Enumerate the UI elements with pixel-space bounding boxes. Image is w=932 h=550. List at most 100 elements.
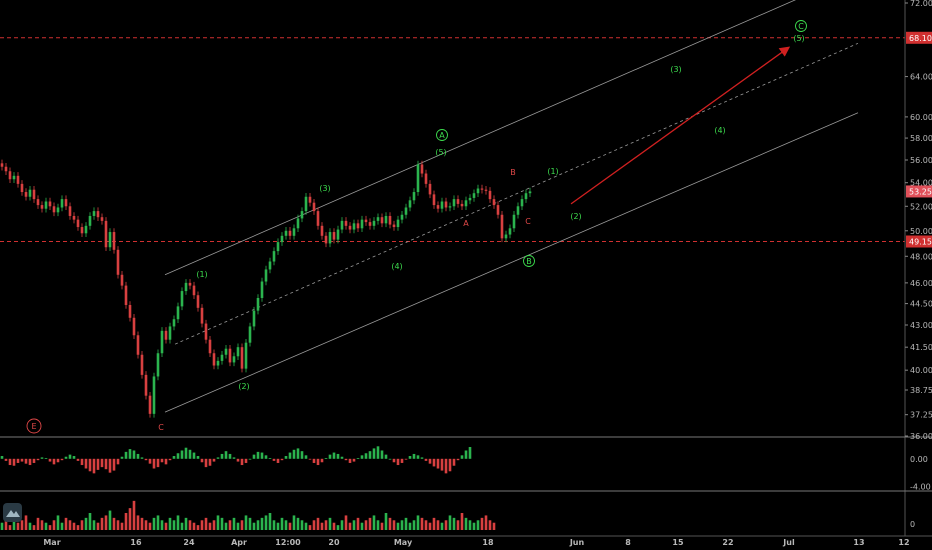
oscillator-bar <box>352 458 356 462</box>
volume-bar <box>92 520 96 530</box>
volume-bar <box>60 522 64 530</box>
volume-bar <box>152 517 156 530</box>
candle-body <box>72 215 76 220</box>
volume-bar <box>104 515 108 530</box>
oscillator-bar <box>208 458 212 466</box>
oscillator-bar <box>176 453 180 459</box>
volume-bar <box>204 517 208 530</box>
volume-bar <box>40 520 44 530</box>
candle-body <box>512 214 516 229</box>
candle-body <box>508 228 512 235</box>
oscillator-bar <box>464 450 468 459</box>
level-tag-label: 49.15 <box>909 237 932 246</box>
candle-body <box>52 206 56 213</box>
candle-body <box>484 189 488 191</box>
wave-label: (2) <box>238 382 249 391</box>
candle-body <box>276 242 280 252</box>
volume-bar <box>364 520 368 530</box>
oscillator-bar <box>180 450 184 459</box>
projection-arrow <box>570 46 791 205</box>
volume-bar <box>400 520 404 530</box>
candle-body <box>340 220 344 230</box>
volume-bar <box>488 520 492 530</box>
volume-bar <box>128 508 132 530</box>
oscillator-bar <box>216 457 220 459</box>
oscillator-bar <box>120 456 124 459</box>
volume-bar <box>188 520 192 530</box>
volume-bar <box>36 517 40 530</box>
wave-label: (1) <box>547 167 558 176</box>
candle-body <box>324 235 328 244</box>
candle-body <box>320 225 324 236</box>
oscillator-bar <box>76 458 80 461</box>
wave-label: C <box>525 217 531 226</box>
price-tick-label: 48.00 <box>910 252 932 261</box>
volume-bar <box>84 517 88 530</box>
candle-body <box>4 166 8 172</box>
candle-body <box>16 175 20 184</box>
candle-body <box>192 285 196 296</box>
volume-bar <box>336 525 340 530</box>
oscillator-bar <box>392 458 396 463</box>
wave-label: (1) <box>196 270 207 279</box>
oscillator-bar <box>320 458 324 463</box>
volume-tick-label: 0 <box>910 520 915 529</box>
candle-body <box>440 201 444 209</box>
volume-bar <box>288 522 292 530</box>
volume-bar <box>24 515 28 530</box>
candle-body <box>132 317 136 336</box>
volume-bar <box>492 522 496 530</box>
candle-body <box>200 307 204 324</box>
candle-body <box>308 196 312 203</box>
candle-body <box>196 295 200 308</box>
oscillator-bar <box>360 455 364 459</box>
oscillator-bar <box>408 456 412 459</box>
oscillator-bar <box>132 450 136 459</box>
oscillator-bar <box>100 458 104 468</box>
volume-bar <box>468 520 472 530</box>
volume-bar <box>148 522 152 530</box>
app-logo[interactable] <box>3 503 22 522</box>
candle-body <box>172 319 176 327</box>
price-tick-label: 72.00 <box>910 0 932 8</box>
candle-body <box>160 330 164 354</box>
volume-bar <box>428 522 432 530</box>
level-tag <box>906 235 932 248</box>
oscillator-bar <box>32 458 36 463</box>
volume-bar <box>120 522 124 530</box>
candle-body <box>96 211 100 218</box>
volume-bar <box>196 525 200 530</box>
volume-bar <box>420 517 424 530</box>
oscillator-bar <box>200 458 204 463</box>
horizontal-levels: 68.10 49.15 53.25 <box>0 31 932 248</box>
volume-bar <box>404 517 408 530</box>
volume-bar <box>180 522 184 530</box>
time-tick-label: Jun <box>569 538 585 547</box>
candle-body <box>48 201 52 207</box>
candle-body <box>408 200 412 208</box>
candle-body <box>148 395 152 414</box>
oscillator-bar <box>204 458 208 468</box>
oscillator-tick-label: -4.00 <box>910 483 931 492</box>
price-tick-label: 43.00 <box>910 321 932 330</box>
candle-body <box>256 297 260 311</box>
candle-body <box>432 194 436 206</box>
volume-bar <box>348 522 352 530</box>
volume-bar <box>352 520 356 530</box>
candle-body <box>360 219 364 229</box>
volume-bar <box>344 515 348 530</box>
oscillator-bar <box>244 458 248 463</box>
price-tick-label: 60.00 <box>910 113 932 122</box>
volume-bar <box>284 520 288 530</box>
oscillator-bar <box>272 458 276 461</box>
oscillator-bar <box>448 458 452 472</box>
wave-label: (4) <box>714 126 725 135</box>
candle-body <box>524 193 528 200</box>
candle-body <box>492 199 496 206</box>
volume-bar <box>216 515 220 530</box>
oscillator-bar <box>368 451 372 459</box>
candle-body <box>420 164 424 174</box>
time-tick-label: 20 <box>328 538 340 547</box>
volume-bar <box>192 522 196 530</box>
